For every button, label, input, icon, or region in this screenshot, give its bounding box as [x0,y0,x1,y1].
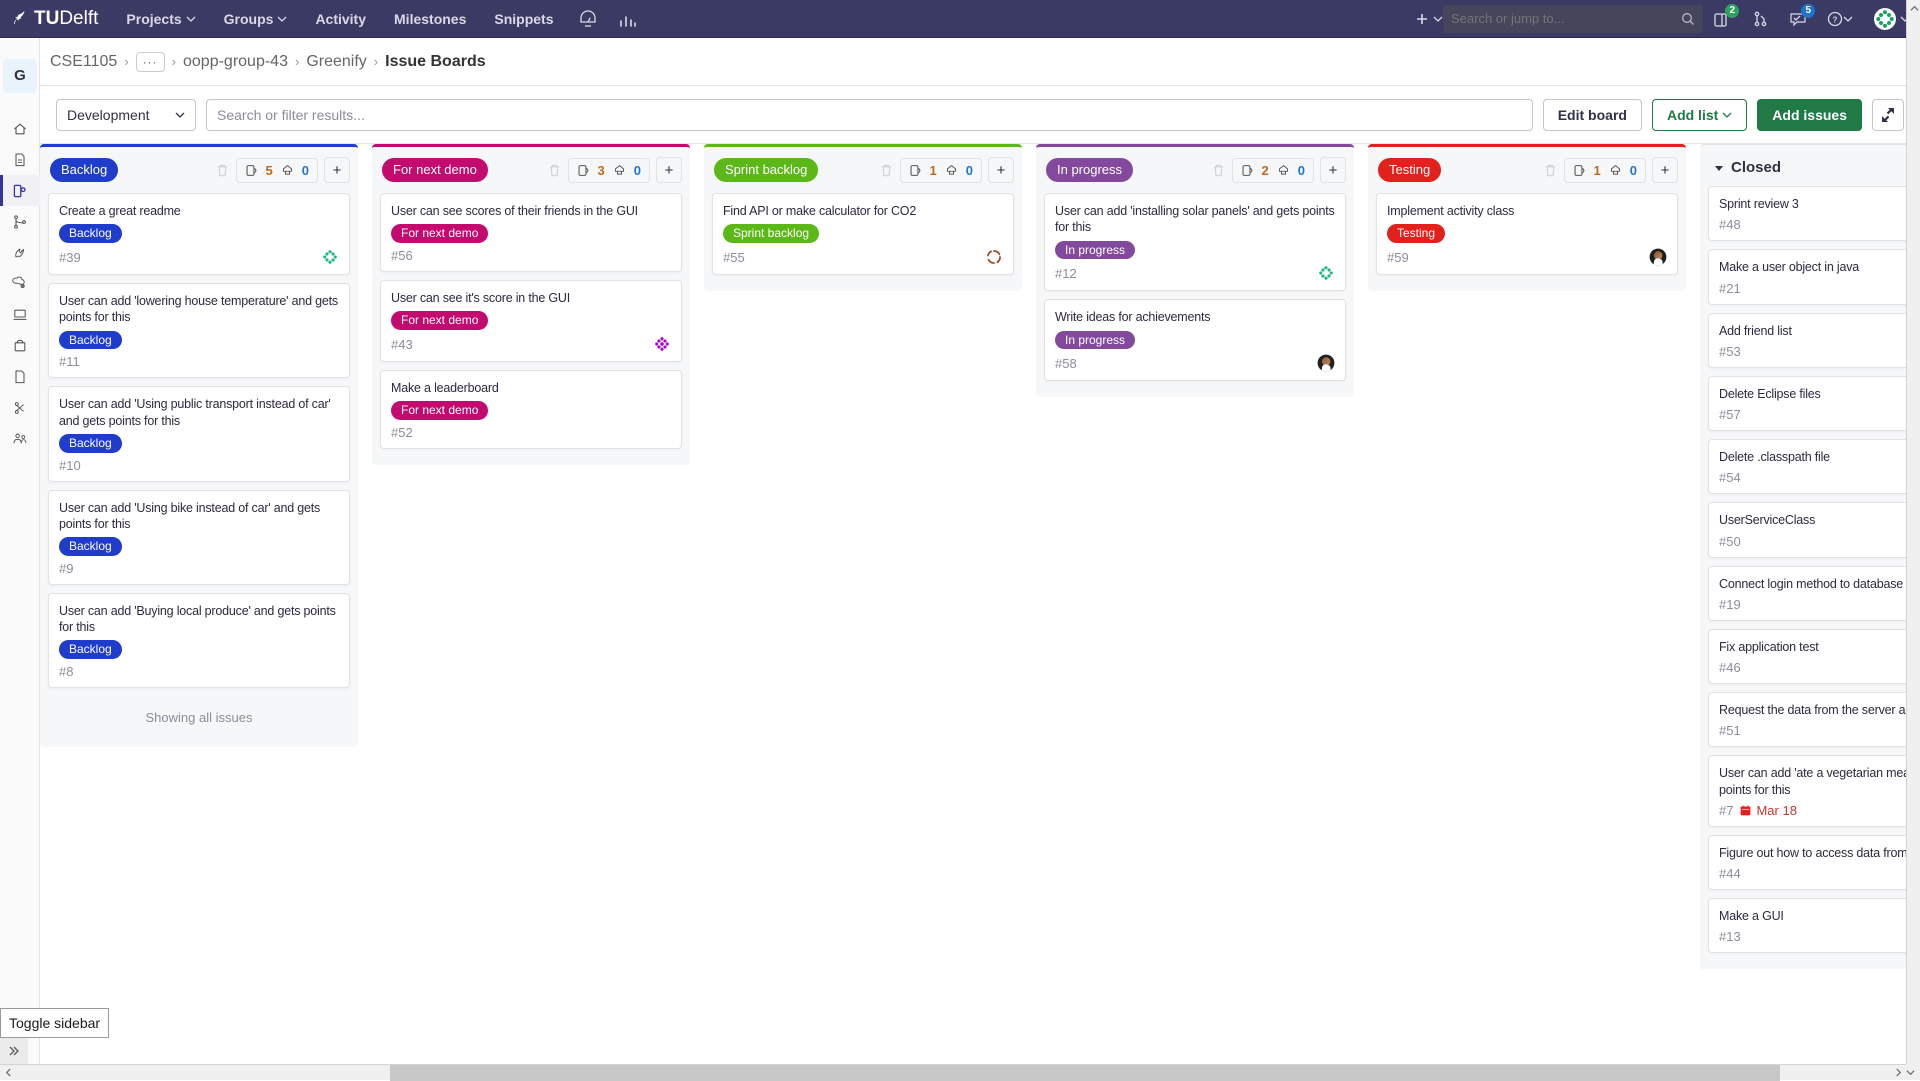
svg-text:?: ? [1833,15,1838,24]
